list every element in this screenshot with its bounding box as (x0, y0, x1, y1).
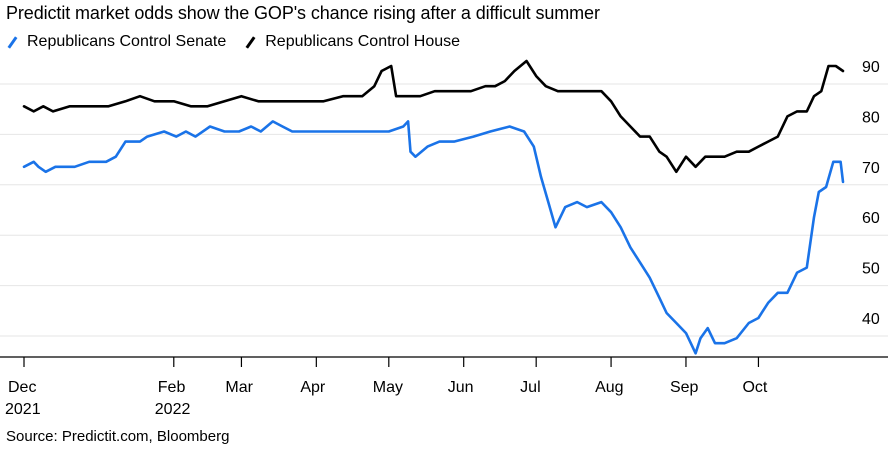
x-tick-label: Jul (520, 379, 540, 396)
legend-label-senate: Republicans Control Senate (27, 33, 227, 50)
x-axis: Dec 2021 Feb 2022 Mar Apr May Jun Jul Aug Sep Oct (0, 356, 888, 418)
x-tick-label: Jun (448, 379, 474, 396)
x-tick-label: Mar (225, 379, 253, 396)
legend: Republicans Control Senate Republicans C… (6, 33, 478, 51)
x-tick-sublabel: 2022 (155, 401, 191, 418)
legend-label-house: Republicans Control House (265, 33, 461, 50)
y-axis: 40 50 60 70 80 90 (862, 59, 880, 328)
series-line-house (22, 59, 845, 174)
x-tick-label: Apr (300, 379, 326, 396)
y-tick-label: 70 (862, 160, 880, 177)
y-tick-label: 80 (862, 109, 880, 126)
x-tick-label: Feb (158, 379, 186, 396)
x-tick-label: Aug (595, 379, 623, 396)
series-lines (22, 59, 845, 355)
chart-title: Predictit market odds show the GOP's cha… (6, 3, 600, 23)
legend-item-house: Republicans Control House (244, 33, 460, 51)
x-tick-label: Dec (8, 379, 36, 396)
source-note: Source: Predictit.com, Bloomberg (6, 428, 230, 445)
x-tick-sublabel: 2021 (5, 401, 41, 418)
y-tick-label: 40 (862, 311, 880, 328)
legend-item-senate: Republicans Control Senate (6, 33, 226, 51)
x-tick-label: Sep (670, 379, 699, 396)
y-tick-label: 60 (862, 210, 880, 227)
x-tick-label: May (373, 379, 403, 396)
grid-lines (0, 83, 888, 337)
series-line-senate (22, 120, 845, 355)
x-tick-label: Oct (742, 379, 767, 396)
y-tick-label: 90 (862, 59, 880, 76)
y-tick-label: 50 (862, 261, 880, 278)
